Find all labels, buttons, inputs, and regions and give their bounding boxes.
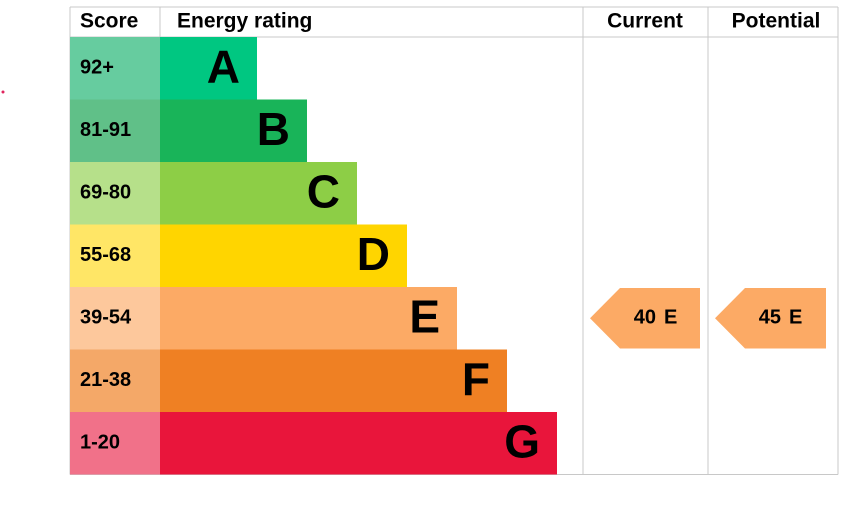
potential-arrow [715, 288, 826, 349]
rating-letter: E [409, 290, 440, 342]
header-rating: Energy rating [177, 10, 312, 33]
current-arrow [590, 288, 700, 349]
score-label: 69-80 [80, 182, 131, 204]
score-cell [70, 224, 160, 287]
header-current: Current [607, 10, 683, 33]
score-cell [70, 349, 160, 412]
score-label: 39-54 [80, 307, 132, 329]
header-potential: Potential [732, 10, 821, 33]
current-band: E [664, 307, 677, 329]
rating-bar [160, 412, 557, 475]
potential-band: E [789, 307, 802, 329]
score-label: 92+ [80, 57, 114, 79]
score-label: 21-38 [80, 369, 131, 391]
current-score: 40 [634, 307, 656, 329]
rating-letter: F [462, 353, 490, 405]
rating-bar [160, 349, 507, 412]
rating-letter: D [357, 228, 390, 280]
score-label: 55-68 [80, 244, 131, 266]
rating-letter: C [307, 165, 340, 217]
header-score: Score [80, 10, 138, 33]
score-label: 1-20 [80, 432, 120, 454]
potential-score: 45 [759, 307, 781, 329]
rating-bar [160, 37, 257, 100]
score-label: 81-91 [80, 119, 131, 141]
dot [1, 90, 5, 94]
score-cell [70, 99, 160, 162]
score-cell [70, 412, 160, 475]
rating-letter: B [257, 103, 290, 155]
score-cell [70, 162, 160, 225]
score-cell [70, 287, 160, 350]
score-cell [70, 37, 160, 100]
content: 92+ A 81-91 B 69-80 C 55-68 D 39-54 E 21-38 F 1-20 G 4… [70, 37, 826, 475]
rating-letter: A [207, 40, 240, 92]
rating-bar [160, 287, 457, 350]
rating-letter: G [504, 415, 540, 467]
rating-bar [160, 99, 307, 162]
rating-bar [160, 162, 357, 225]
rating-bar [160, 224, 407, 287]
